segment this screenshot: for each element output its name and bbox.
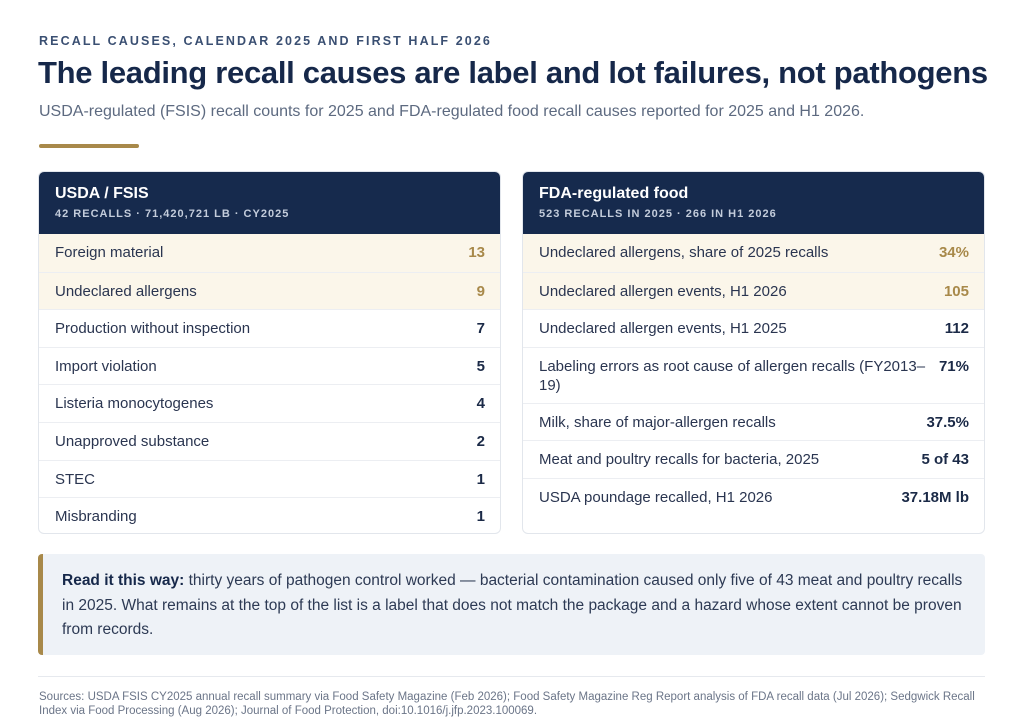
row-value: 37.5% xyxy=(926,413,969,431)
kicker: RECALL CAUSES, CALENDAR 2025 AND FIRST H… xyxy=(39,34,492,48)
usda-panel-header: USDA / FSIS 42 RECALLS · 71,420,721 LB ·… xyxy=(39,172,500,234)
callout-lead: Read it this way: xyxy=(62,572,185,589)
row-value: 4 xyxy=(476,395,485,413)
callout-text: thirty years of pathogen control worked … xyxy=(62,572,963,638)
row-label: STEC xyxy=(55,470,96,488)
row-value: 37.18M lb xyxy=(901,488,969,506)
table-row: Production without inspection 7 xyxy=(39,309,500,347)
row-value: 1 xyxy=(476,470,485,488)
row-label: Misbranding xyxy=(55,508,137,526)
row-label: Undeclared allergens, share of 2025 reca… xyxy=(539,244,829,261)
table-row: USDA poundage recalled, H1 2026 37.18M lb xyxy=(523,477,984,516)
fda-panel-title: FDA-regulated food xyxy=(539,185,689,202)
table-row: Misbranding 1 xyxy=(39,497,500,533)
usda-panel-title: USDA / FSIS xyxy=(55,185,149,202)
fda-panel-header: FDA-regulated food 523 RECALLS IN 2025 ·… xyxy=(523,172,984,234)
row-label: Unapproved substance xyxy=(55,432,210,450)
row-label: Meat and poultry recalls for bacteria, 2… xyxy=(539,451,820,469)
fda-panel-meta: 523 RECALLS IN 2025 · 266 IN H1 2026 xyxy=(539,208,777,220)
row-label: Listeria monocytogenes xyxy=(55,395,214,413)
row-label: Foreign material xyxy=(55,244,164,261)
row-label: Undeclared allergen events, H1 2026 xyxy=(539,282,787,300)
usda-panel-meta: 42 RECALLS · 71,420,721 LB · CY2025 xyxy=(55,208,290,220)
row-value: 5 xyxy=(476,357,485,375)
row-value: 5 of 43 xyxy=(921,451,969,469)
table-row: Undeclared allergens 9 xyxy=(39,271,500,310)
row-value: 1 xyxy=(476,508,485,526)
row-value: 34% xyxy=(938,244,969,261)
row-value: 2 xyxy=(476,432,485,450)
usda-table: Foreign material 13 Undeclared allergens 9… xyxy=(39,234,500,533)
row-value: 7 xyxy=(476,320,485,338)
table-row: STEC 1 xyxy=(39,459,500,498)
row-value: 13 xyxy=(468,244,485,261)
row-label: USDA poundage recalled, H1 2026 xyxy=(539,488,773,506)
table-row: Undeclared allergen events, H1 2026 105 xyxy=(523,271,984,310)
page-title: The leading recall causes are label and … xyxy=(38,55,988,90)
row-label: Import violation xyxy=(55,357,157,375)
usda-panel: USDA / FSIS 42 RECALLS · 71,420,721 LB ·… xyxy=(38,171,501,534)
table-row: Meat and poultry recalls for bacteria, 2… xyxy=(523,440,984,478)
row-value: 112 xyxy=(944,320,969,338)
table-row: Milk, share of major-allergen recalls 37.… xyxy=(523,402,984,441)
row-value: 9 xyxy=(476,282,485,300)
table-row: Unapproved substance 2 xyxy=(39,421,500,460)
footer-divider xyxy=(38,676,985,677)
table-row: Listeria monocytogenes 4 xyxy=(39,384,500,422)
accent-rule xyxy=(39,144,139,148)
row-label: Milk, share of major-allergen recalls xyxy=(539,413,776,431)
fda-panel: FDA-regulated food 523 RECALLS IN 2025 ·… xyxy=(522,171,985,534)
row-label: Undeclared allergens xyxy=(55,282,197,300)
table-row: Import violation 5 xyxy=(39,346,500,385)
row-label: Production without inspection xyxy=(55,320,251,338)
table-row: Undeclared allergen events, H1 2025 112 xyxy=(523,309,984,347)
table-row: Undeclared allergens, share of 2025 reca… xyxy=(523,234,984,272)
row-label: Undeclared allergen events, H1 2025 xyxy=(539,320,787,338)
row-value: 71% xyxy=(938,357,969,375)
row-label: Labeling errors as root cause of allerge… xyxy=(539,357,926,394)
row-value: 105 xyxy=(943,282,969,300)
sources-note: Sources: USDA FSIS CY2025 annual recall … xyxy=(39,691,975,717)
fda-table: Undeclared allergens, share of 2025 reca… xyxy=(523,234,984,516)
table-row: Foreign material 13 xyxy=(39,234,500,272)
page-subtitle: USDA-regulated (FSIS) recall counts for … xyxy=(39,103,865,120)
read-it-callout: Read it this way: thirty years of pathog… xyxy=(38,554,985,655)
table-row: Labeling errors as root cause of allerge… xyxy=(523,346,984,403)
